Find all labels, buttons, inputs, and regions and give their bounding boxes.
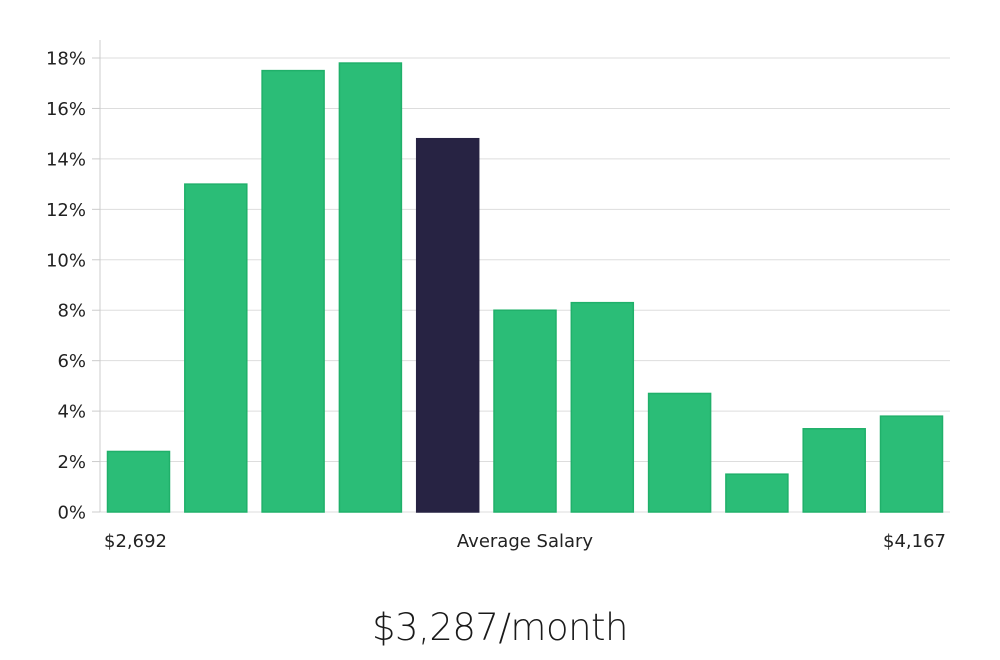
bars bbox=[106, 62, 944, 513]
y-tick-label: 4% bbox=[57, 402, 86, 423]
y-tick-label: 14% bbox=[46, 149, 86, 170]
x-axis-max-label: $4,167 bbox=[883, 531, 946, 552]
bar bbox=[106, 450, 171, 513]
y-tick-label: 6% bbox=[57, 351, 86, 372]
y-axis-ticks: 0% 2% 4% 6% 8% 10% 12% 14% 16% 18% bbox=[46, 49, 100, 524]
bar bbox=[184, 183, 248, 513]
y-tick-label: 12% bbox=[46, 200, 86, 221]
y-tick-label: 8% bbox=[57, 301, 86, 322]
bar bbox=[725, 473, 789, 513]
bar-average-salary bbox=[415, 137, 480, 513]
y-tick-label: 18% bbox=[46, 49, 86, 70]
bar bbox=[493, 309, 557, 513]
bar bbox=[802, 428, 866, 513]
average-salary-label: $3,287/month bbox=[371, 606, 629, 649]
y-tick-label: 10% bbox=[46, 250, 86, 271]
salary-histogram: 0% 2% 4% 6% 8% 10% 12% 14% 16% 18% $2,692 Average… bbox=[46, 40, 950, 552]
bar bbox=[570, 301, 635, 513]
bar bbox=[261, 69, 325, 513]
y-tick-label: 16% bbox=[46, 99, 86, 120]
x-axis-min-label: $2,692 bbox=[104, 531, 167, 552]
bar bbox=[879, 415, 944, 513]
x-axis-title: Average Salary bbox=[457, 531, 594, 552]
y-tick-label: 2% bbox=[57, 452, 86, 473]
y-tick-label: 0% bbox=[57, 503, 86, 524]
bar bbox=[338, 62, 403, 513]
bar bbox=[647, 392, 712, 513]
